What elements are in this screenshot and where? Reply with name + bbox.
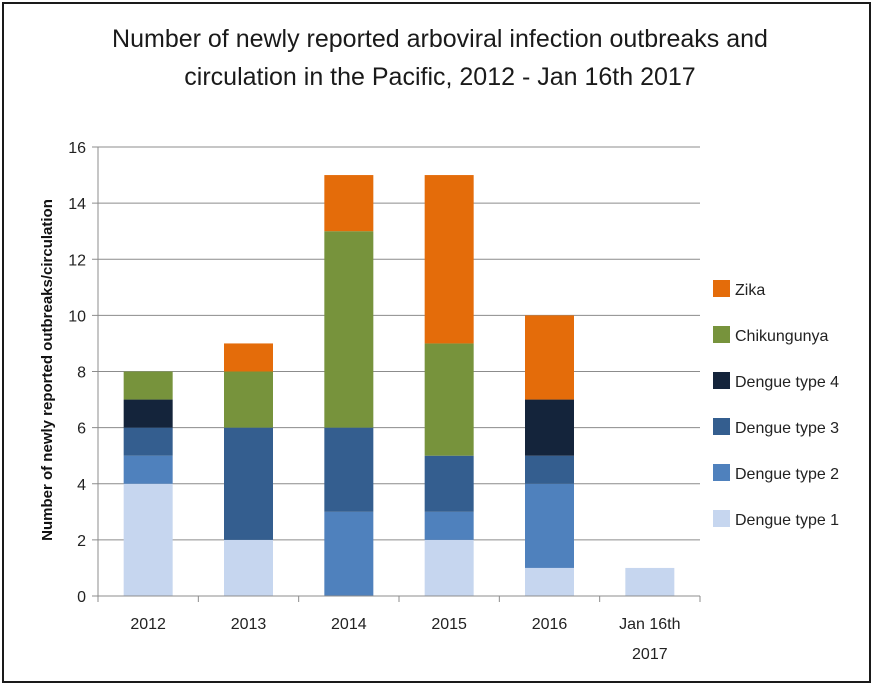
chart-title: Number of newly reported arboviral infec… (40, 20, 840, 96)
chart-title-line-2: circulation in the Pacific, 2012 - Jan 1… (184, 63, 696, 91)
bar-segment-chikungunya (324, 231, 374, 428)
bar-segment-dengue-type-1 (625, 567, 675, 596)
x-tick-label: 2013 (231, 616, 267, 633)
legend: Zika Chikungunya Dengue type 4 Dengue type … (713, 280, 839, 529)
x-tick-label: 2017 (632, 646, 668, 663)
bars (123, 175, 675, 596)
x-tick-label: 2014 (331, 616, 367, 633)
legend-label: Chikungunya (735, 328, 829, 345)
x-tick-label: 2016 (532, 616, 568, 633)
bar-segment-zika (525, 315, 574, 400)
bar-segment-dengue-type-3 (324, 427, 374, 512)
bar-segment-zika (324, 175, 374, 232)
y-tick-label: 2 (77, 533, 86, 550)
axes (97, 147, 701, 602)
y-tick-label: 0 (77, 589, 86, 606)
legend-swatch (713, 326, 730, 343)
y-tick-label: 12 (68, 252, 86, 269)
bar-segment-dengue-type-3 (424, 455, 474, 512)
legend-swatch (713, 372, 730, 389)
bar-segment-chikungunya (123, 371, 173, 400)
x-tick-label: 2015 (431, 616, 467, 633)
x-tick-label: Jan 16th (619, 616, 680, 633)
legend-swatch (713, 464, 730, 481)
legend-label: Dengue type 3 (735, 420, 839, 437)
legend-label: Dengue type 1 (735, 512, 839, 529)
legend-label: Zika (735, 282, 765, 299)
bar-segment-dengue-type-2 (424, 511, 474, 540)
y-tick-label: 6 (77, 421, 86, 438)
gridlines (92, 146, 700, 597)
x-tick-label: 2012 (130, 616, 166, 633)
bar-segment-dengue-type-2 (123, 455, 173, 484)
legend-swatch (713, 418, 730, 435)
bar-segment-dengue-type-3 (224, 427, 273, 540)
bar-segment-dengue-type-1 (424, 539, 474, 596)
bar-segment-chikungunya (224, 371, 273, 428)
legend-label: Dengue type 4 (735, 374, 839, 391)
y-tick-labels: 0 2 4 6 8 10 12 14 16 (68, 140, 86, 606)
bar-segment-dengue-type-2 (324, 511, 374, 596)
bar-segment-dengue-type-3 (525, 455, 574, 484)
y-tick-label: 16 (68, 140, 86, 157)
x-tick-labels: 2012 2013 2014 2015 2016 Jan 16th 2017 (130, 616, 680, 663)
bar-segment-dengue-type-4 (123, 399, 173, 428)
bar-segment-chikungunya (424, 343, 474, 456)
legend-label: Dengue type 2 (735, 466, 839, 483)
y-tick-label: 14 (68, 196, 86, 213)
chart-title-line-1: Number of newly reported arboviral infec… (112, 25, 768, 53)
bar-segment-dengue-type-4 (525, 399, 574, 456)
bar-segment-dengue-type-1 (123, 483, 173, 596)
y-tick-label: 8 (77, 365, 86, 382)
bar-segment-zika (224, 343, 273, 372)
bar-segment-dengue-type-1 (525, 567, 574, 596)
legend-swatch (713, 510, 730, 527)
y-tick-label: 10 (68, 308, 86, 325)
y-axis-label: Number of newly reported outbreaks/circu… (39, 199, 56, 541)
bar-segment-dengue-type-1 (224, 539, 273, 596)
bar-segment-dengue-type-2 (525, 483, 574, 568)
legend-swatch (713, 280, 730, 297)
y-tick-label: 4 (77, 477, 86, 494)
bar-segment-dengue-type-3 (123, 427, 173, 456)
bar-segment-zika (424, 175, 474, 344)
